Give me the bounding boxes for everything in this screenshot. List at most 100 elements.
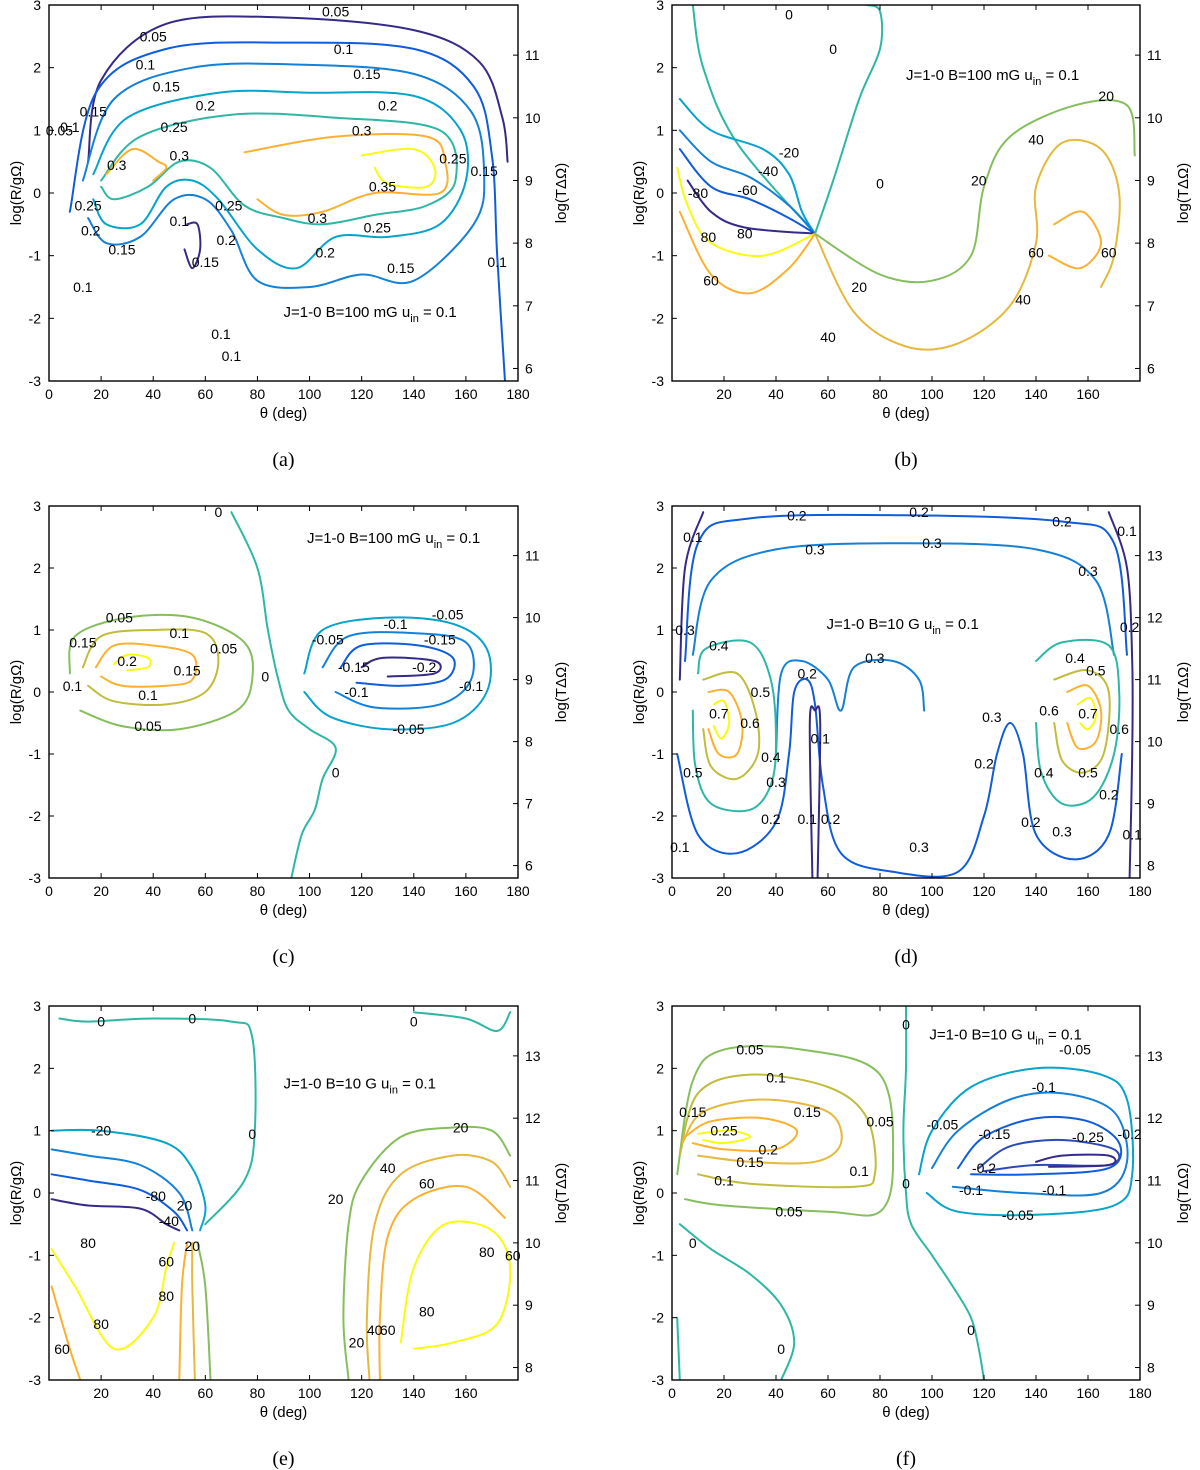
y-tick-label: -1 — [652, 1247, 665, 1263]
contour-label: 0.3 — [909, 839, 929, 855]
contour-label: 0.15 — [173, 662, 200, 678]
contour-line-10 — [707, 688, 744, 759]
y-tick-label: 2 — [656, 560, 664, 576]
contour-label: 60 — [158, 1254, 174, 1270]
y2-tick-label: 9 — [525, 1297, 533, 1313]
contour-label: 0.15 — [69, 634, 96, 650]
contour-label: 0.05 — [46, 122, 73, 138]
contour-line-7 — [684, 1116, 799, 1153]
y2-tick-label: 8 — [525, 734, 533, 750]
contour-label: 0.15 — [387, 260, 414, 276]
y-tick-label: 3 — [656, 0, 664, 13]
contour-line-7 — [321, 631, 475, 710]
contour-label: 0.1 — [136, 57, 156, 73]
annotation: J=1-0 B=10 G uin = 0.1 — [826, 616, 978, 637]
contour-lines — [676, 5, 1136, 351]
contour-line-13 — [1035, 1153, 1117, 1168]
y2-axis-label: log(TΔΩ) — [553, 662, 570, 722]
x-tick-label: 60 — [820, 386, 836, 402]
contour-label: 0.25 — [439, 151, 466, 167]
contour-line-5 — [113, 653, 152, 672]
y-axis-label: log(R/gΩ) — [631, 1161, 648, 1226]
contour-label: 0.2 — [761, 811, 781, 827]
contour-line-3 — [81, 62, 486, 289]
y2-tick-label: 12 — [1147, 1110, 1163, 1126]
contour-label: 0.1 — [670, 839, 690, 855]
contour-line-12 — [342, 1125, 512, 1380]
y2-tick-label: 11 — [525, 1173, 540, 1189]
contour-line-1 — [230, 511, 337, 878]
contour-lines — [50, 1011, 512, 1380]
contour-labels: 0 0 0 -20-40-60 80 80 60 40 20 40 20 40 20 60 60 -80 — [688, 6, 1117, 345]
contour-line-14 — [1066, 684, 1103, 751]
x-axis-label: θ (deg) — [882, 1404, 930, 1421]
y-tick-label: -2 — [29, 310, 42, 326]
x-tick-label: 140 — [1024, 1385, 1048, 1401]
contour-label: -0.1 — [344, 684, 368, 700]
x-tick-label: 160 — [454, 1385, 478, 1401]
axes-frame — [671, 505, 1141, 879]
annotation: J=1-0 B=10 G uin = 0.1 — [284, 1075, 436, 1096]
contour-line-8 — [360, 147, 437, 189]
y2-tick-label: 12 — [525, 1110, 541, 1126]
contour-line-4 — [94, 642, 198, 688]
panel-caption: (b) — [894, 449, 917, 471]
x-tick-label: 100 — [298, 883, 322, 899]
panel-caption: (a) — [272, 449, 294, 471]
contour-label: 60 — [1028, 245, 1044, 261]
contour-label: 0.6 — [1109, 721, 1129, 737]
x-tick-label: 20 — [716, 883, 732, 899]
contour-line-3 — [50, 1128, 207, 1232]
contour-line-12 — [977, 1138, 1121, 1173]
x-tick-label: 120 — [350, 386, 374, 402]
x-axis-label: θ (deg) — [882, 902, 930, 919]
contour-label: 0.2 — [821, 811, 841, 827]
x-tick-label: 40 — [768, 883, 784, 899]
contour-label: 0.1 — [334, 41, 354, 57]
contour-labels: 0.05 0.1 0.15 0.2 0.1 0.15 0.1 0.05 0.05 0 0 0 -0.05… — [63, 504, 484, 780]
x-tick-label: 20 — [716, 1385, 732, 1401]
contour-label: 60 — [1101, 245, 1117, 261]
contour-label: 0.2 — [315, 245, 335, 261]
contour-label: 0.1 — [849, 1163, 869, 1179]
y-tick-label: 0 — [656, 185, 664, 201]
contour-label: 0.1 — [63, 678, 83, 694]
chart-panel-5: 0 0 00-20-40-80208060808060202040602080802… — [8, 998, 570, 1470]
x-tick-label: 120 — [350, 1385, 374, 1401]
contour-label: 0.5 — [1078, 765, 1098, 781]
contour-label: 0.05 — [140, 28, 167, 44]
contour-label: 0.2 — [1021, 814, 1041, 830]
contour-label: 0.2 — [117, 653, 137, 669]
y2-tick-label: 13 — [525, 1048, 541, 1064]
x-tick-label: 60 — [820, 1385, 836, 1401]
contour-label: 0.25 — [74, 198, 101, 214]
y2-tick-label: 11 — [525, 548, 540, 564]
y2-tick-label: 11 — [1147, 47, 1162, 63]
x-tick-label: 0 — [668, 1385, 676, 1401]
contour-line-7 — [50, 1241, 176, 1351]
contour-line-13 — [365, 1153, 512, 1380]
y2-axis-label: log(TΔΩ) — [1175, 662, 1192, 722]
y-axis-label: log(R/gΩ) — [8, 161, 25, 226]
contour-line-6 — [50, 1198, 181, 1232]
x-tick-label: 140 — [402, 1385, 426, 1401]
y-tick-label: 2 — [656, 1060, 664, 1076]
contour-line-9 — [178, 1241, 189, 1380]
x-tick-label: 60 — [198, 883, 214, 899]
x-tick-label: 180 — [506, 883, 530, 899]
contour-label: 0.3 — [107, 157, 127, 173]
contour-label: 0.15 — [108, 241, 135, 257]
y-tick-label: -3 — [29, 373, 42, 389]
contour-label: 80 — [419, 1303, 435, 1319]
contour-line-5 — [100, 112, 458, 226]
y-tick-label: 1 — [656, 622, 664, 638]
y-tick-label: 1 — [656, 122, 664, 138]
contour-line-1 — [814, 5, 884, 235]
contour-label: 0.1 — [138, 687, 158, 703]
x-tick-label: 80 — [250, 883, 266, 899]
contour-label: -80 — [146, 1188, 166, 1204]
contour-label: -0.1 — [1032, 1079, 1056, 1095]
contour-label: 0.15 — [80, 104, 107, 120]
contour-label: 0.5 — [1086, 662, 1106, 678]
